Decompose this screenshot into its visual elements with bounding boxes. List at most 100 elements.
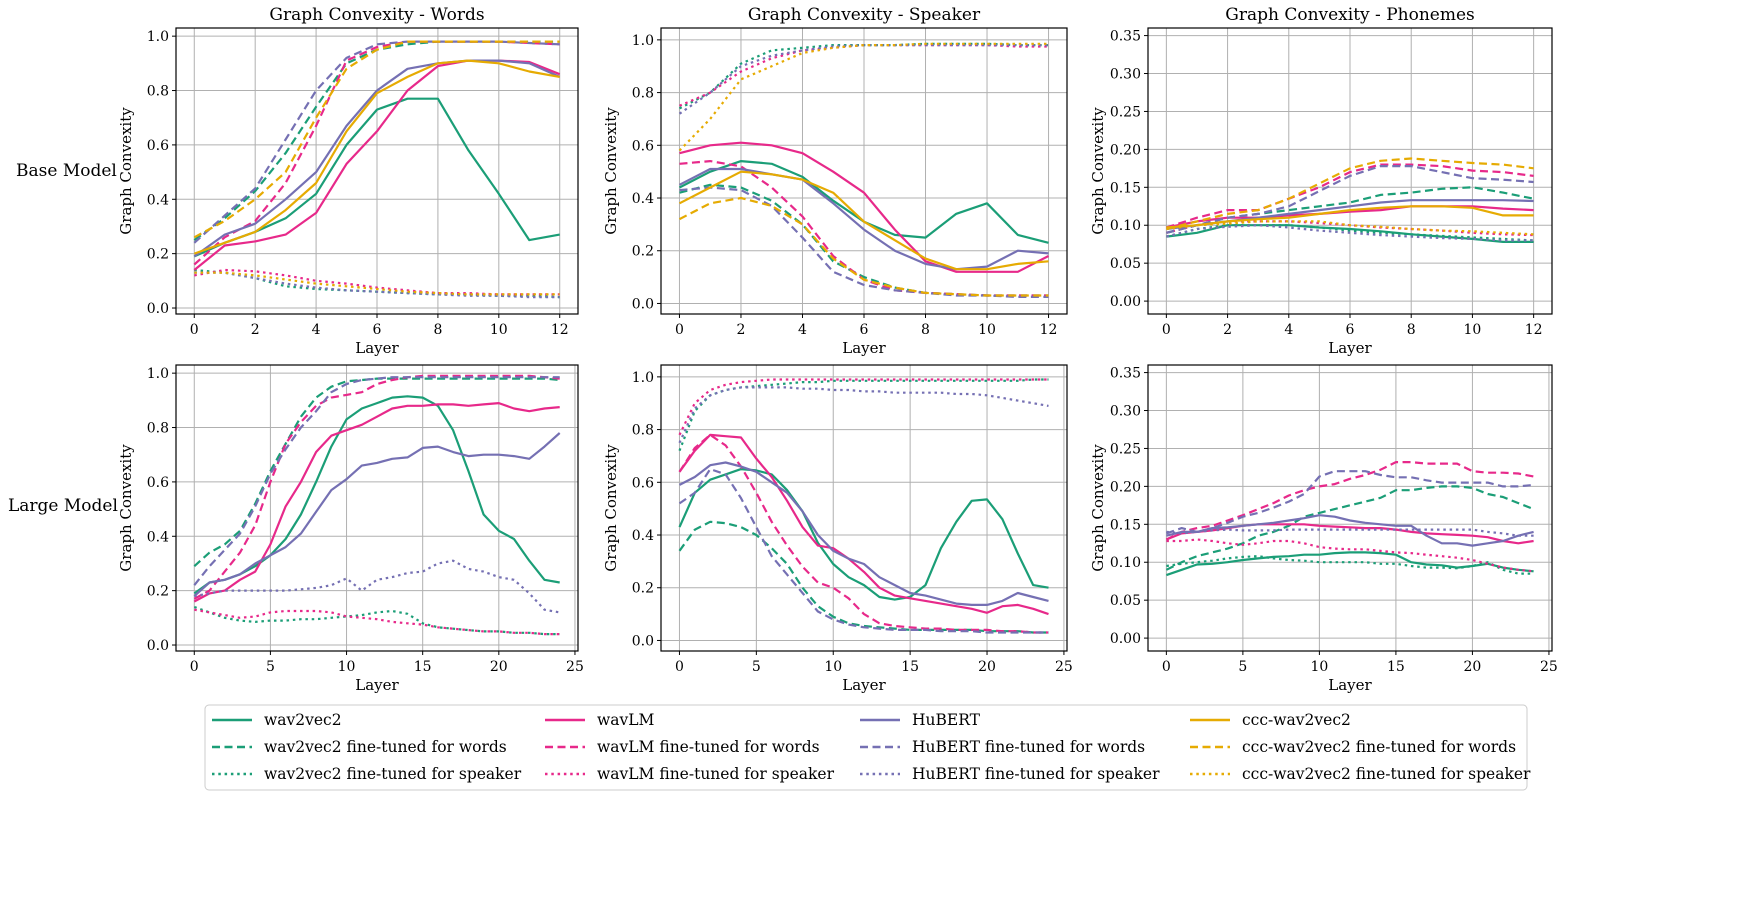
legend-label: ccc-wav2vec2	[1242, 711, 1351, 729]
x-tick-label: 25	[566, 659, 584, 675]
y-tick-label: 0.20	[1110, 479, 1141, 495]
axes-frame	[660, 364, 1068, 652]
y-tick-label: 0.6	[147, 138, 169, 154]
x-tick-label: 0	[675, 659, 684, 675]
series-line-wavlm-dotted	[194, 268, 560, 296]
axes-frame	[175, 364, 579, 652]
x-tick-label: 12	[551, 322, 569, 338]
legend-item: wavLM	[545, 711, 655, 729]
y-tick-label: 0.0	[632, 296, 654, 312]
panel-1: 0 2 4 6 8 10 12 0.0 0.2 0.4 0.6 0.8 1.0 Graph Convexi…	[602, 5, 1068, 357]
x-tick-label: 10	[978, 322, 996, 338]
legend-item: ccc-wav2vec2	[1190, 711, 1351, 729]
y-tick-label: 0.2	[632, 581, 654, 597]
y-tick-label: 0.8	[147, 421, 169, 437]
y-tick-label: 0.6	[632, 475, 654, 491]
legend-label: HuBERT fine-tuned for speaker	[912, 765, 1160, 783]
axes-frame	[1147, 27, 1553, 315]
x-tick-label: 4	[312, 322, 321, 338]
series-line-hubert-solid	[1166, 514, 1534, 547]
series-line-ccc-wav2vec2-dashed	[678, 196, 1049, 297]
x-tick-label: 0	[1162, 322, 1171, 338]
x-axis-label: Layer	[355, 676, 399, 694]
y-axis-label: Graph Convexity	[1089, 444, 1107, 572]
y-tick-label: 0.35	[1110, 366, 1141, 382]
series-line-hubert-dashed	[1166, 470, 1534, 535]
y-tick-label: 0.35	[1110, 29, 1141, 45]
series-line-hubert-dashed	[678, 468, 1049, 634]
axes-frame	[175, 27, 579, 315]
x-axis-label: Layer	[842, 676, 886, 694]
x-tick-label: 25	[1055, 659, 1073, 675]
series-line-ccc-wav2vec2-solid	[678, 170, 1049, 271]
series-line-wav2vec2-solid	[1166, 551, 1534, 577]
y-tick-label: 0.4	[147, 529, 169, 545]
series-line-hubert-dotted	[194, 271, 560, 299]
x-tick-label: 20	[1464, 659, 1482, 675]
axes-frame	[660, 27, 1068, 315]
x-tick-label: 12	[1040, 322, 1058, 338]
x-tick-label: 15	[1387, 659, 1405, 675]
row-label-base: Base Model	[16, 161, 117, 181]
series-line-wavlm-dotted	[194, 608, 560, 636]
legend-item: HuBERT fine-tuned for speaker	[860, 765, 1160, 783]
x-tick-label: 20	[490, 659, 508, 675]
y-tick-label: 0.10	[1110, 218, 1141, 234]
legend-label: wavLM fine-tuned for words	[597, 738, 820, 756]
series-line-wav2vec2-dashed	[1165, 485, 1535, 571]
x-axis-label: Layer	[355, 339, 399, 357]
y-tick-label: 0.00	[1110, 631, 1141, 647]
legend-label: ccc-wav2vec2 fine-tuned for words	[1242, 738, 1516, 756]
x-tick-label: 4	[798, 322, 807, 338]
x-tick-label: 10	[1464, 322, 1482, 338]
legend-item: ccc-wav2vec2 fine-tuned for words	[1190, 738, 1516, 756]
y-tick-label: 0.2	[147, 584, 169, 600]
x-tick-label: 8	[1407, 322, 1416, 338]
y-tick-label: 1.0	[632, 33, 654, 49]
x-tick-label: 2	[251, 322, 260, 338]
series-line-wav2vec2-dashed	[193, 377, 560, 568]
x-tick-label: 15	[414, 659, 432, 675]
panel-5: 0 5 10 15 20 25 0.00 0.05 0.10 0.15 0.20 0.25 0.30 0.…	[1089, 364, 1558, 694]
legend-label: wavLM	[597, 711, 655, 729]
y-tick-label: 0.00	[1110, 294, 1141, 310]
x-axis-label: Layer	[1328, 339, 1372, 357]
x-tick-label: 8	[921, 322, 930, 338]
legend-item: wav2vec2 fine-tuned for speaker	[212, 765, 522, 783]
y-tick-label: 0.05	[1110, 593, 1141, 609]
legend-item: wavLM fine-tuned for words	[545, 738, 820, 756]
series-line-hubert-dashed	[193, 376, 560, 586]
series-line-hubert-solid	[193, 59, 561, 258]
y-tick-label: 0.4	[147, 192, 169, 208]
series-line-wav2vec2-dashed	[678, 520, 1049, 634]
x-tick-label: 6	[1346, 322, 1355, 338]
y-tick-label: 0.25	[1110, 104, 1141, 120]
y-axis-label: Graph Convexity	[602, 444, 620, 572]
y-tick-label: 0.2	[632, 244, 654, 260]
series-line-ccc-wav2vec2-dotted	[1166, 220, 1534, 236]
y-tick-label: 0.4	[632, 191, 654, 207]
x-tick-label: 0	[190, 322, 199, 338]
y-axis-label: Graph Convexity	[602, 107, 620, 235]
series-line-ccc-wav2vec2-solid	[1166, 205, 1534, 229]
series-line-wav2vec2-dotted	[1166, 224, 1534, 242]
x-tick-label: 12	[1525, 322, 1543, 338]
legend-item: HuBERT fine-tuned for words	[860, 738, 1145, 756]
series-line-wavlm-solid	[679, 141, 1050, 273]
series-line-wav2vec2-dotted	[193, 605, 560, 636]
series-line-hubert-dotted	[678, 43, 1049, 115]
legend-label: wav2vec2	[264, 711, 342, 729]
x-tick-label: 20	[978, 659, 996, 675]
legend-label: wavLM fine-tuned for speaker	[597, 765, 835, 783]
x-tick-label: 0	[675, 322, 684, 338]
y-tick-label: 1.0	[632, 370, 654, 386]
panel-0: 0 2 4 6 8 10 12 0.0 0.2 0.4 0.6 0.8 1.0 Graph Convexi…	[117, 5, 579, 357]
series-line-hubert-dotted	[678, 386, 1049, 444]
series-line-hubert-dotted	[1166, 528, 1534, 537]
panel-4: 0 5 10 15 20 25 0.0 0.2 0.4 0.6 0.8 1.0 Layer Graph C…	[602, 364, 1073, 694]
x-tick-label: 2	[737, 322, 746, 338]
series-line-wavlm-solid	[678, 433, 1049, 616]
legend-item: ccc-wav2vec2 fine-tuned for speaker	[1190, 765, 1531, 783]
y-tick-label: 0.15	[1110, 180, 1141, 196]
